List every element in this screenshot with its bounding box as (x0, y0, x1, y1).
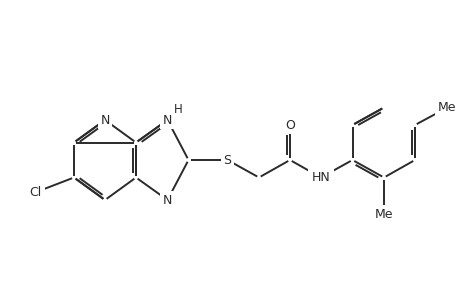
Text: S: S (223, 154, 231, 166)
Text: HN: HN (311, 171, 330, 184)
Text: O: O (285, 118, 294, 131)
Text: Cl: Cl (29, 186, 41, 199)
Text: N: N (162, 113, 172, 127)
Text: N: N (100, 113, 109, 127)
Text: H: H (174, 103, 183, 116)
Text: Me: Me (437, 101, 456, 114)
Text: N: N (162, 194, 172, 206)
Text: Me: Me (374, 208, 392, 221)
